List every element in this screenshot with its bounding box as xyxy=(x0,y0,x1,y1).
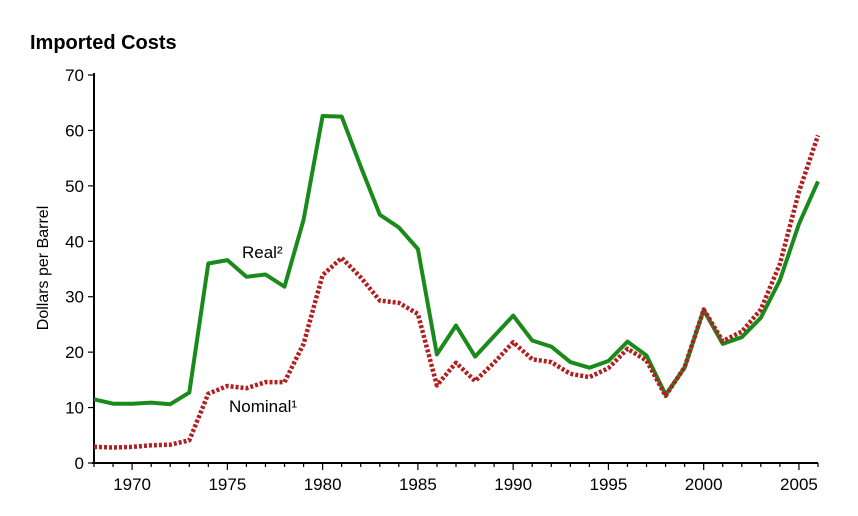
y-axis: 0 10 20 30 40 50 60 70 xyxy=(65,66,95,473)
series-lines xyxy=(93,114,821,450)
y-tick-label: 70 xyxy=(65,66,84,85)
series-line-real xyxy=(93,114,820,407)
y-tick-label: 40 xyxy=(65,232,84,251)
x-tick-label: 1990 xyxy=(494,475,532,494)
y-tick-label: 10 xyxy=(65,399,84,418)
x-tick-label: 1980 xyxy=(304,475,342,494)
series-label-real: Real² xyxy=(242,243,283,262)
x-tick-label: 1985 xyxy=(399,475,437,494)
y-axis-label: Dollars per Barrel xyxy=(35,206,52,330)
chart-title: Imported Costs xyxy=(30,32,177,54)
x-axis: 1970 1975 1980 1985 1990 1995 2000 2005 xyxy=(92,462,819,494)
y-tick-label: 20 xyxy=(65,343,84,362)
x-tick-label: 1995 xyxy=(590,475,628,494)
x-tick-label: 1970 xyxy=(113,475,151,494)
y-tick-label: 50 xyxy=(65,177,84,196)
y-tick-label: 30 xyxy=(65,288,84,307)
x-tick-label: 2000 xyxy=(685,475,723,494)
x-tick-label: 2005 xyxy=(780,475,818,494)
y-tick-label: 0 xyxy=(75,454,84,473)
x-tick-label: 1975 xyxy=(208,475,246,494)
series-line-nominal xyxy=(93,134,821,450)
y-tick-label: 60 xyxy=(65,121,84,140)
series-label-nominal: Nominal¹ xyxy=(229,397,297,416)
